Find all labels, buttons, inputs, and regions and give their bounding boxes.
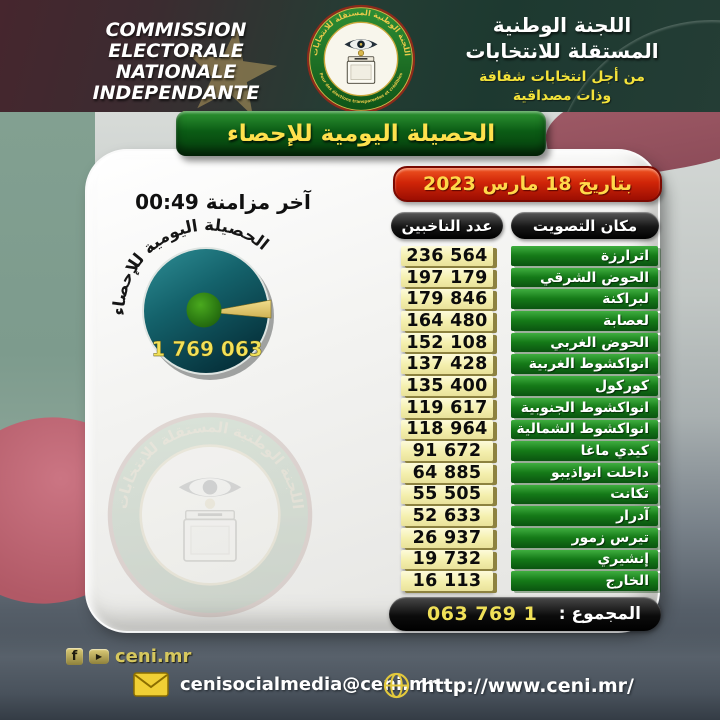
footer-band: f ▶ ceni.mr cenisocialmedia@ceni.mr http…: [0, 630, 720, 720]
voters-column: 236 564 197 179 179 846 164 480 152 108 …: [391, 246, 503, 591]
place-cell: تيرس زمور: [511, 527, 658, 548]
ceni-logo: اللجنة الوطنية المستقلة للانتخابات Pour …: [306, 4, 416, 114]
header-french-block: COMMISSION ELECTORALE NATIONALE INDEPEND…: [35, 20, 317, 112]
total-label: المجموع :: [558, 604, 641, 624]
column-header-place-label: مكان التصويت: [532, 216, 638, 235]
voters-cell: 55 505: [401, 484, 493, 504]
place-cell: الحوض الشرقي: [511, 267, 658, 288]
place-cell: انواكشوط الجنوبية: [511, 397, 658, 418]
total-value: 1 769 063: [427, 603, 538, 625]
envelope-icon: [133, 672, 169, 697]
voters-cell: 119 617: [401, 398, 493, 418]
website-url: http://www.ceni.mr/: [421, 674, 634, 697]
ballot-box-icon: [346, 56, 376, 84]
voters-cell: 197 179: [401, 268, 493, 288]
place-cell: إنشيري: [511, 549, 658, 570]
voters-cell: 52 633: [401, 506, 493, 526]
voters-cell: 152 108: [401, 333, 493, 353]
social-handle: ceni.mr: [115, 646, 192, 667]
date-banner: بتاريخ 18 مارس 2023: [393, 166, 662, 202]
voters-cell: 118 964: [401, 419, 493, 439]
voters-cell: 64 885: [401, 463, 493, 483]
globe-icon: [383, 672, 410, 699]
column-header-voters-label: عدد الناخبين: [401, 216, 493, 235]
place-cell: انواكشوط الشمالية: [511, 419, 658, 440]
gauge-value: 1 769 063: [151, 337, 262, 361]
french-title: COMMISSION ELECTORALE NATIONALE INDEPEND…: [35, 20, 317, 104]
voters-cell: 26 937: [401, 528, 493, 548]
gauge-center-dot: [186, 292, 222, 328]
place-cell: داخلت انواذيبو: [511, 462, 658, 483]
voters-cell: 91 672: [401, 441, 493, 461]
youtube-icon: ▶: [89, 649, 109, 664]
place-cell: الخارج: [511, 571, 658, 591]
total-gauge: 1 769 063 الحصيلة اليومية للإحصاء: [109, 215, 274, 380]
place-cell: كوركول: [511, 376, 658, 396]
header-arabic-block: اللجنة الوطنية المستقلة للانتخابات من أج…: [428, 12, 696, 106]
email-address: cenisocialmedia@ceni.mr: [180, 674, 437, 695]
place-cell: تكانت: [511, 484, 658, 505]
french-title-line2: NATIONALE INDEPENDANTE: [92, 60, 260, 104]
column-header-place: مكان التصويت: [511, 212, 659, 239]
title-banner: الحصيلة اليومية للإحصاء: [176, 111, 546, 156]
place-cell: لعصابة: [511, 311, 658, 331]
place-cell: انواكشوط الغربية: [511, 354, 658, 375]
voters-cell: 137 428: [401, 354, 493, 374]
eye-icon: [344, 39, 378, 50]
place-cell: اترارزة: [511, 246, 658, 266]
voters-cell: 179 846: [401, 289, 493, 309]
social-row: f ▶ ceni.mr: [66, 646, 191, 667]
place-cell: كيدي ماغا: [511, 441, 658, 461]
place-cell: الحوض الغربي: [511, 332, 658, 353]
place-cell: آدرار: [511, 506, 658, 526]
background-sage-strip: [0, 112, 95, 457]
arabic-slogan: من أجل انتخابات شفافة وذات مصداقية: [428, 68, 696, 106]
email-row: cenisocialmedia@ceni.mr: [133, 672, 437, 697]
column-header-voters: عدد الناخبين: [391, 212, 503, 239]
french-title-line1: COMMISSION ELECTORALE: [105, 19, 247, 62]
french-slogan: Pour des élections transparentes et créd…: [35, 111, 317, 112]
arabic-slogan-line2: وذات مصداقية: [512, 87, 612, 104]
title-banner-text: الحصيلة اليومية للإحصاء: [226, 120, 496, 147]
total-row: المجموع : 1 769 063: [389, 597, 661, 631]
arabic-title: اللجنة الوطنية المستقلة للانتخابات: [428, 12, 696, 64]
place-cell: لبراكنة: [511, 289, 658, 310]
ceni-logo-watermark: اللجنة الوطنية المستقلة للانتخابات: [107, 412, 313, 618]
last-sync-text: آخر مزامنة 00:49: [135, 190, 311, 214]
arabic-slogan-line1: من أجل انتخابات شفافة: [479, 69, 645, 85]
places-column: اترارزة الحوض الشرقي لبراكنة لعصابة الحو…: [511, 246, 658, 591]
watermark-eye-icon: [178, 477, 242, 497]
date-banner-text: بتاريخ 18 مارس 2023: [422, 173, 633, 195]
website-row: http://www.ceni.mr/: [383, 672, 634, 699]
voters-cell: 236 564: [401, 246, 493, 266]
voters-cell: 16 113: [401, 571, 493, 591]
french-slogan-line1: Pour des élections: [35, 111, 317, 112]
voters-cell: 164 480: [401, 311, 493, 331]
gauge-wedge: [205, 299, 272, 319]
voters-cell: 135 400: [401, 376, 493, 396]
facebook-icon: f: [66, 648, 83, 665]
watermark-ballot-box-icon: [183, 509, 237, 562]
arabic-title-line2: المستقلة للانتخابات: [465, 39, 659, 63]
logo-emblem: [357, 49, 365, 57]
arabic-title-line1: اللجنة الوطنية: [492, 13, 632, 37]
voters-cell: 19 732: [401, 549, 493, 569]
